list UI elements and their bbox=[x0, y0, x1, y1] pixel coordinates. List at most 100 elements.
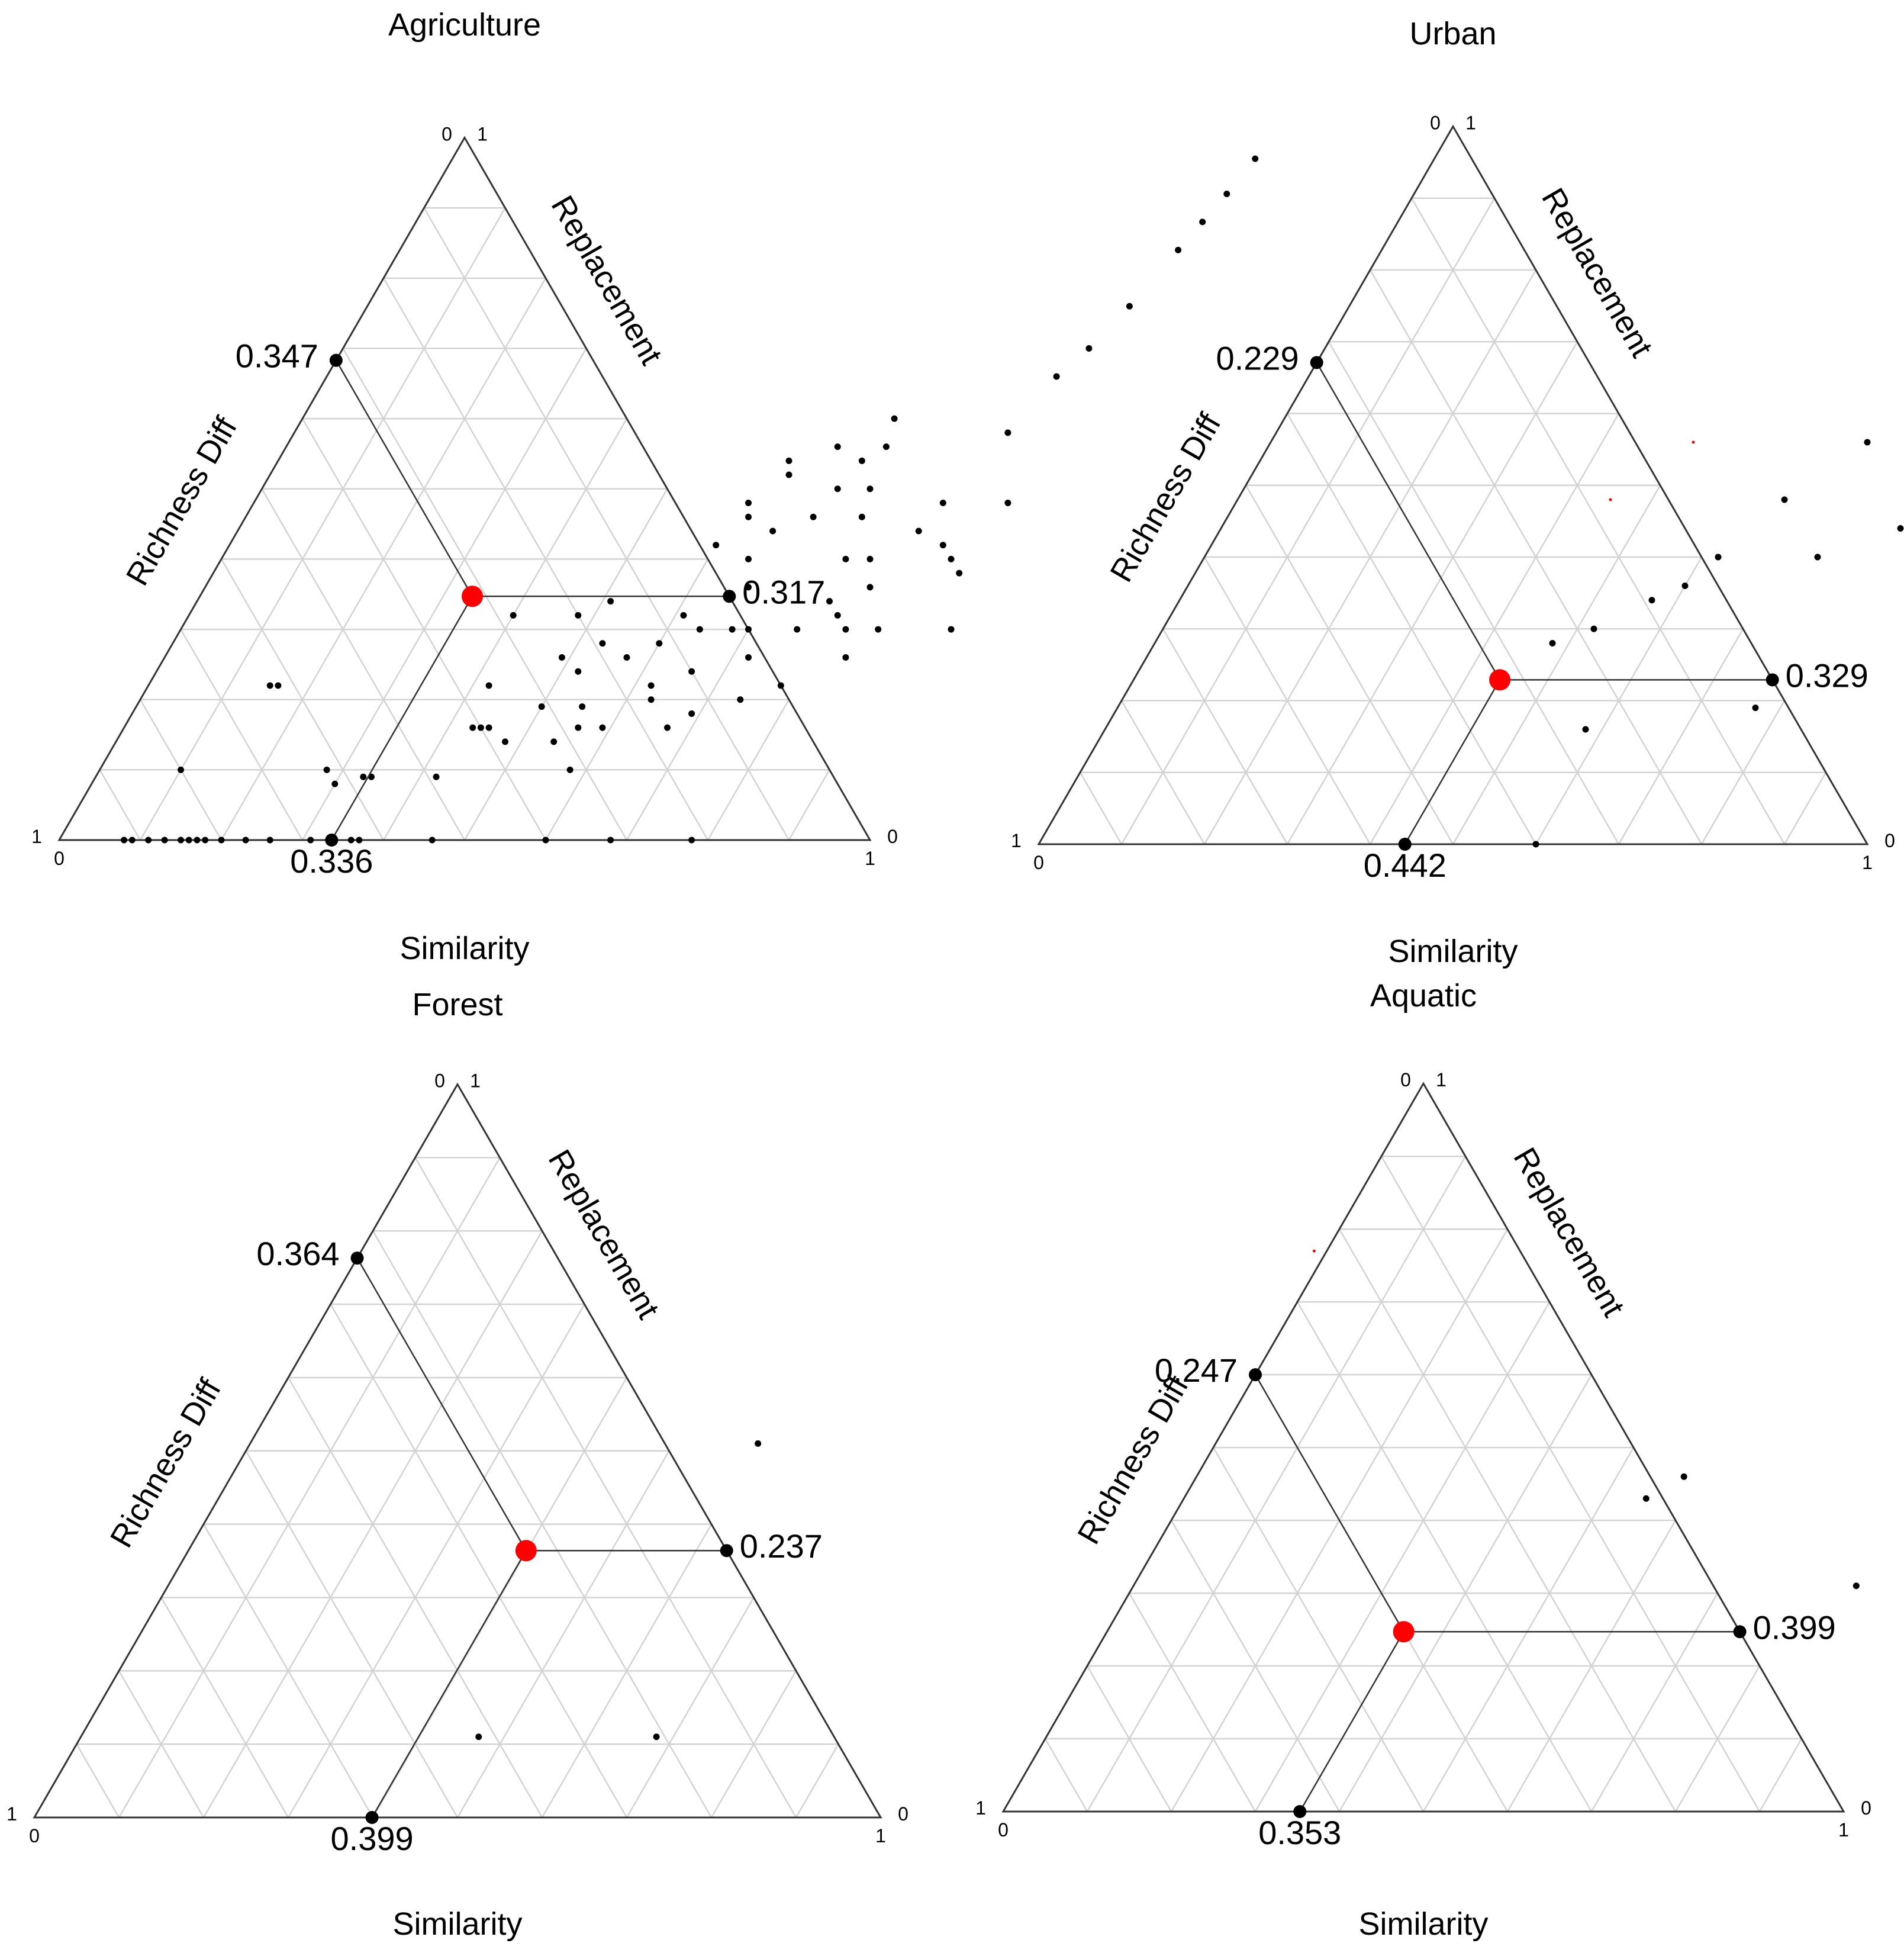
data-point bbox=[477, 724, 484, 731]
grid-line bbox=[118, 1157, 501, 1818]
tick-label-bottom-left: 0 bbox=[1033, 852, 1044, 873]
grid-line bbox=[1380, 1156, 1761, 1812]
data-point bbox=[745, 654, 752, 661]
ternary-frame bbox=[33, 1082, 882, 1819]
tick-label-top-right: 1 bbox=[1465, 112, 1476, 134]
mean-guide-line bbox=[371, 1550, 527, 1818]
ternary-grid bbox=[1044, 1155, 1803, 1812]
data-point bbox=[866, 584, 874, 591]
data-point bbox=[485, 724, 492, 731]
axis-label-richness-diff: Richness Diff bbox=[104, 1373, 228, 1553]
mean-guide-line bbox=[331, 596, 473, 841]
mean-value-richness-diff: 0.364 bbox=[256, 1235, 339, 1272]
data-point bbox=[755, 1440, 762, 1447]
grid-line bbox=[1328, 341, 1620, 845]
data-point bbox=[485, 682, 492, 689]
data-point bbox=[323, 766, 330, 773]
data-point bbox=[745, 626, 752, 633]
tick-label-top-left: 0 bbox=[1430, 112, 1441, 134]
data-point bbox=[1582, 726, 1589, 733]
data-point bbox=[356, 837, 363, 844]
data-point bbox=[688, 837, 695, 844]
mean-guide-line bbox=[1404, 679, 1501, 845]
data-point bbox=[680, 612, 687, 619]
data-point bbox=[858, 513, 865, 520]
data-point bbox=[145, 837, 152, 844]
grid-line bbox=[220, 558, 385, 841]
tick-label-top-left: 0 bbox=[442, 124, 452, 145]
stray-data-point bbox=[1312, 1249, 1316, 1253]
chart-title: Urban bbox=[1409, 16, 1496, 52]
data-point bbox=[218, 837, 225, 844]
grid-line bbox=[1758, 1738, 1803, 1812]
tick-label-bottom-left: 0 bbox=[998, 1819, 1009, 1841]
grid-line bbox=[1700, 700, 1786, 845]
data-point bbox=[785, 471, 792, 478]
grid-line bbox=[342, 348, 628, 841]
data-point bbox=[948, 626, 955, 633]
data-point bbox=[842, 555, 849, 562]
data-point bbox=[433, 773, 440, 780]
data-point bbox=[939, 542, 946, 549]
data-point bbox=[826, 598, 833, 605]
ternary-grid bbox=[99, 207, 830, 841]
data-point bbox=[777, 682, 784, 689]
mean-guide-line bbox=[335, 360, 473, 597]
tick-label-top-right: 1 bbox=[470, 1070, 481, 1092]
data-point bbox=[178, 837, 184, 844]
data-point bbox=[1752, 704, 1759, 712]
axis-label-richness-diff: Richness Diff bbox=[1071, 1369, 1196, 1550]
mean-guides: 0.364 0.237 0.399 bbox=[256, 1235, 822, 1857]
data-points bbox=[121, 155, 1259, 844]
grid-line bbox=[1170, 1520, 1341, 1812]
data-point bbox=[469, 724, 476, 731]
grid-line bbox=[1422, 1447, 1635, 1812]
axis-label-similarity: Similarity bbox=[1358, 1906, 1488, 1942]
data-points bbox=[475, 1440, 762, 1741]
mean-intercept-richness-diff bbox=[1249, 1368, 1262, 1382]
grid-line bbox=[423, 207, 790, 841]
data-point bbox=[1053, 373, 1060, 380]
mean-guides: 0.347 0.317 0.336 bbox=[236, 337, 826, 880]
data-points bbox=[1312, 1249, 1860, 1590]
tick-label-top-right: 1 bbox=[1436, 1069, 1446, 1090]
data-point bbox=[1004, 500, 1011, 507]
data-point bbox=[1681, 583, 1689, 590]
mean-value-richness-diff: 0.229 bbox=[1216, 339, 1299, 377]
data-point bbox=[696, 626, 703, 633]
data-point bbox=[575, 612, 582, 619]
mean-guides: 0.247 0.399 0.353 bbox=[1155, 1352, 1836, 1851]
data-point bbox=[1175, 246, 1182, 253]
grid-line bbox=[118, 1670, 205, 1818]
data-point bbox=[1853, 1582, 1860, 1590]
data-point bbox=[161, 837, 168, 844]
mean-intercept-similarity bbox=[365, 1811, 379, 1824]
chart-title: Forest bbox=[412, 987, 502, 1022]
axis-label-replacement: Replacement bbox=[1506, 1142, 1631, 1323]
mean-guide-line bbox=[1316, 362, 1501, 680]
mean-intercept-richness-diff bbox=[350, 1252, 364, 1265]
data-point bbox=[542, 837, 549, 844]
data-point bbox=[275, 682, 282, 689]
mean-guides: 0.229 0.329 0.442 bbox=[1216, 339, 1868, 884]
tick-label-bottom-left: 0 bbox=[29, 1825, 40, 1846]
grid-line bbox=[287, 1304, 585, 1818]
data-point bbox=[745, 500, 752, 507]
chart-title: Aquatic bbox=[1370, 978, 1477, 1014]
grid-line bbox=[139, 207, 506, 841]
axis-label-similarity: Similarity bbox=[392, 1906, 522, 1942]
data-point bbox=[185, 837, 192, 844]
mean-point bbox=[515, 1540, 537, 1562]
mean-value-replacement: 0.329 bbox=[1786, 657, 1868, 694]
data-point bbox=[647, 696, 655, 703]
data-point bbox=[842, 626, 849, 633]
grid-line bbox=[99, 769, 141, 841]
mean-point bbox=[1489, 669, 1511, 691]
tick-label-bottom-right: 1 bbox=[1862, 852, 1873, 873]
data-point bbox=[664, 724, 671, 731]
data-point bbox=[121, 837, 128, 844]
grid-line bbox=[1674, 1665, 1761, 1812]
data-point bbox=[875, 626, 882, 633]
grid-line bbox=[1410, 198, 1786, 845]
mean-value-replacement: 0.317 bbox=[742, 573, 825, 610]
